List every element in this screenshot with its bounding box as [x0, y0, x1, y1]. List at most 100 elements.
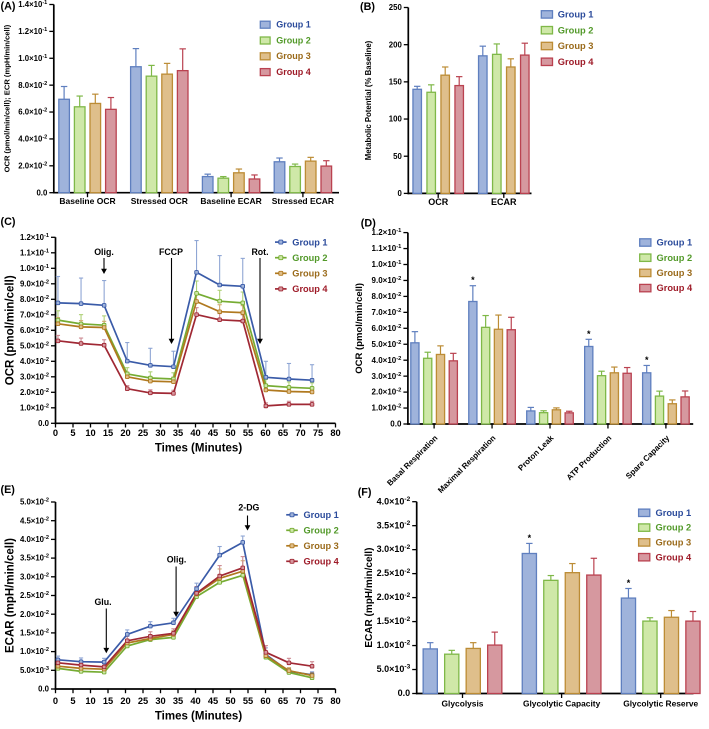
svg-text:Group 4: Group 4 [558, 57, 594, 67]
svg-text:4.0×10-2: 4.0×10-2 [20, 535, 49, 544]
svg-text:30: 30 [155, 428, 165, 438]
svg-text:Baseline ECAR: Baseline ECAR [200, 196, 261, 206]
svg-text:55: 55 [243, 696, 253, 706]
svg-text:2.0×10-2: 2.0×10-2 [372, 388, 402, 397]
svg-text:0.0: 0.0 [398, 688, 411, 698]
svg-text:OCR: OCR [428, 197, 449, 207]
svg-text:Group 3: Group 3 [558, 41, 594, 51]
svg-text:6.0×10-2: 6.0×10-2 [18, 108, 47, 117]
svg-text:40: 40 [190, 428, 200, 438]
svg-text:75: 75 [313, 696, 323, 706]
svg-text:Group 2: Group 2 [304, 526, 339, 536]
svg-text:(D): (D) [361, 217, 376, 229]
svg-text:60: 60 [260, 696, 270, 706]
svg-text:3.5×10-2: 3.5×10-2 [377, 520, 411, 530]
svg-text:Group 1: Group 1 [276, 20, 311, 30]
svg-text:Rot.: Rot. [251, 247, 268, 257]
svg-text:3.0×10-2: 3.0×10-2 [372, 372, 402, 381]
svg-text:35: 35 [173, 428, 183, 438]
svg-text:15: 15 [103, 428, 113, 438]
svg-text:Group 2: Group 2 [656, 523, 692, 533]
svg-text:50: 50 [225, 428, 235, 438]
svg-text:8.0×10-2: 8.0×10-2 [18, 81, 47, 90]
svg-text:2.0×10-2: 2.0×10-2 [18, 161, 47, 170]
svg-text:0.0: 0.0 [390, 420, 402, 429]
svg-text:40: 40 [190, 696, 200, 706]
svg-text:8.0×10-2: 8.0×10-2 [372, 292, 402, 301]
svg-text:4.0×10-2: 4.0×10-2 [18, 135, 47, 144]
svg-text:Group 3: Group 3 [657, 268, 693, 278]
svg-text:1.2×10-1: 1.2×10-1 [372, 228, 403, 237]
svg-text:ECAR (mpH/min/cell): ECAR (mpH/min/cell) [5, 538, 17, 653]
svg-text:25: 25 [138, 696, 148, 706]
svg-text:OCR (pmol/min/cell): OCR (pmol/min/cell) [5, 275, 17, 385]
svg-text:Times (Minutes): Times (Minutes) [155, 442, 242, 454]
svg-text:2.0×10-2: 2.0×10-2 [377, 592, 411, 602]
svg-text:70: 70 [295, 696, 305, 706]
svg-text:60: 60 [260, 428, 270, 438]
svg-text:Group 3: Group 3 [656, 538, 692, 548]
svg-text:(A): (A) [1, 1, 16, 13]
svg-text:Group 3: Group 3 [292, 269, 327, 279]
svg-text:45: 45 [208, 696, 218, 706]
svg-text:Group 2: Group 2 [558, 25, 594, 35]
svg-text:200: 200 [389, 40, 403, 49]
svg-text:4.5×10-2: 4.5×10-2 [20, 516, 49, 525]
svg-text:100: 100 [389, 115, 403, 124]
svg-text:Group 2: Group 2 [292, 253, 327, 263]
svg-text:8.0×10-2: 8.0×10-2 [20, 295, 49, 304]
svg-text:*: * [627, 578, 631, 588]
svg-text:Group 4: Group 4 [656, 552, 692, 562]
svg-text:Group 1: Group 1 [304, 510, 339, 520]
svg-text:ECAR (mpH/min/cell): ECAR (mpH/min/cell) [364, 548, 375, 648]
svg-text:1.0×10-2: 1.0×10-2 [20, 647, 49, 656]
svg-text:1.0×10-1: 1.0×10-1 [20, 264, 49, 273]
svg-text:50: 50 [393, 152, 402, 161]
svg-text:1.2×10-1: 1.2×10-1 [20, 233, 49, 242]
svg-text:FCCP: FCCP [159, 247, 183, 257]
svg-text:(C): (C) [1, 216, 16, 228]
svg-text:*: * [587, 329, 591, 339]
svg-text:(E): (E) [1, 484, 16, 496]
svg-text:Group 1: Group 1 [657, 238, 693, 248]
svg-text:2.0×10-2: 2.0×10-2 [20, 610, 49, 619]
svg-text:7.0×10-2: 7.0×10-2 [372, 308, 402, 317]
svg-text:Metabolic Potential (% Baselin: Metabolic Potential (% Baseline) [364, 40, 373, 160]
svg-text:45: 45 [208, 428, 218, 438]
svg-text:Glu.: Glu. [94, 597, 111, 607]
svg-text:*: * [471, 275, 475, 285]
svg-text:Group 4: Group 4 [304, 557, 340, 567]
svg-text:Stressed OCR: Stressed OCR [131, 196, 188, 206]
svg-text:1.4×10-1: 1.4×10-1 [18, 0, 47, 9]
svg-text:2-DG: 2-DG [238, 503, 259, 513]
svg-text:Group 3: Group 3 [304, 541, 339, 551]
svg-text:Olig.: Olig. [94, 247, 114, 257]
svg-text:30: 30 [155, 696, 165, 706]
svg-text:55: 55 [243, 428, 253, 438]
svg-text:10: 10 [85, 696, 95, 706]
svg-text:1.5×10-2: 1.5×10-2 [20, 629, 49, 638]
svg-text:3.0×10-2: 3.0×10-2 [20, 572, 49, 581]
svg-text:5: 5 [70, 428, 75, 438]
svg-text:0: 0 [53, 428, 58, 438]
svg-text:65: 65 [278, 696, 288, 706]
svg-text:1.0×10-1: 1.0×10-1 [18, 54, 47, 63]
svg-text:(F): (F) [358, 486, 372, 498]
svg-text:*: * [645, 355, 649, 365]
svg-text:25: 25 [138, 428, 148, 438]
svg-text:Group 4: Group 4 [276, 67, 311, 77]
svg-text:Group 1: Group 1 [558, 10, 594, 20]
svg-text:9.0×10-2: 9.0×10-2 [372, 276, 402, 285]
svg-text:0: 0 [397, 189, 402, 198]
svg-text:250: 250 [389, 3, 403, 12]
svg-text:5.0×10-2: 5.0×10-2 [372, 340, 402, 349]
svg-text:75: 75 [313, 428, 323, 438]
svg-text:0.0: 0.0 [38, 685, 50, 694]
svg-text:1.2×10-1: 1.2×10-1 [18, 27, 47, 36]
svg-text:5.0×10-3: 5.0×10-3 [377, 664, 411, 674]
svg-text:15: 15 [103, 696, 113, 706]
svg-text:5.0×10-3: 5.0×10-3 [20, 666, 49, 675]
svg-text:1.5×10-2: 1.5×10-2 [377, 616, 411, 626]
svg-text:20: 20 [120, 696, 130, 706]
svg-text:0: 0 [53, 696, 58, 706]
